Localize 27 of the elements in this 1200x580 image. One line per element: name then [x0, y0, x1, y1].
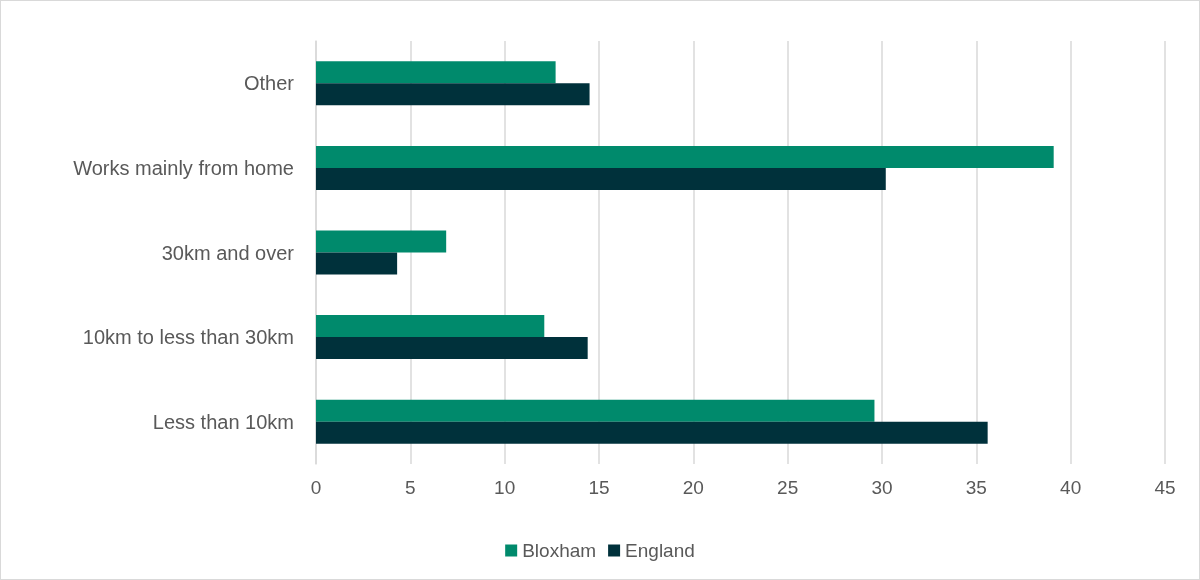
bar [316, 252, 398, 275]
legend-label: England [625, 540, 695, 561]
bar [316, 399, 875, 422]
x-tick-label: 10 [494, 477, 516, 498]
bar [316, 167, 886, 190]
x-tick-label: 35 [965, 477, 987, 498]
bar [316, 83, 590, 106]
x-tick-label: 5 [405, 477, 416, 498]
y-tick-label: 10km to less than 30km [82, 326, 294, 349]
x-tick-label: 0 [310, 477, 322, 498]
y-tick-label: Other [243, 72, 295, 95]
y-tick-label: Works mainly from home [73, 156, 294, 179]
bar [316, 337, 588, 360]
x-tick-label: 45 [1154, 477, 1176, 498]
x-tick-label: 15 [588, 477, 610, 498]
x-tick-label: 40 [1060, 477, 1082, 498]
bar [316, 421, 988, 444]
bar [316, 145, 1054, 168]
bar [316, 230, 447, 253]
y-tick-label: Less than 10km [152, 410, 294, 433]
x-tick-label: 30 [871, 477, 893, 498]
bar [316, 61, 556, 84]
x-tick-label: 25 [777, 477, 799, 498]
bar [316, 315, 545, 338]
legend-label: Bloxham [522, 540, 597, 561]
y-tick-label: 30km and over [161, 241, 295, 264]
x-tick-label: 20 [682, 477, 704, 498]
